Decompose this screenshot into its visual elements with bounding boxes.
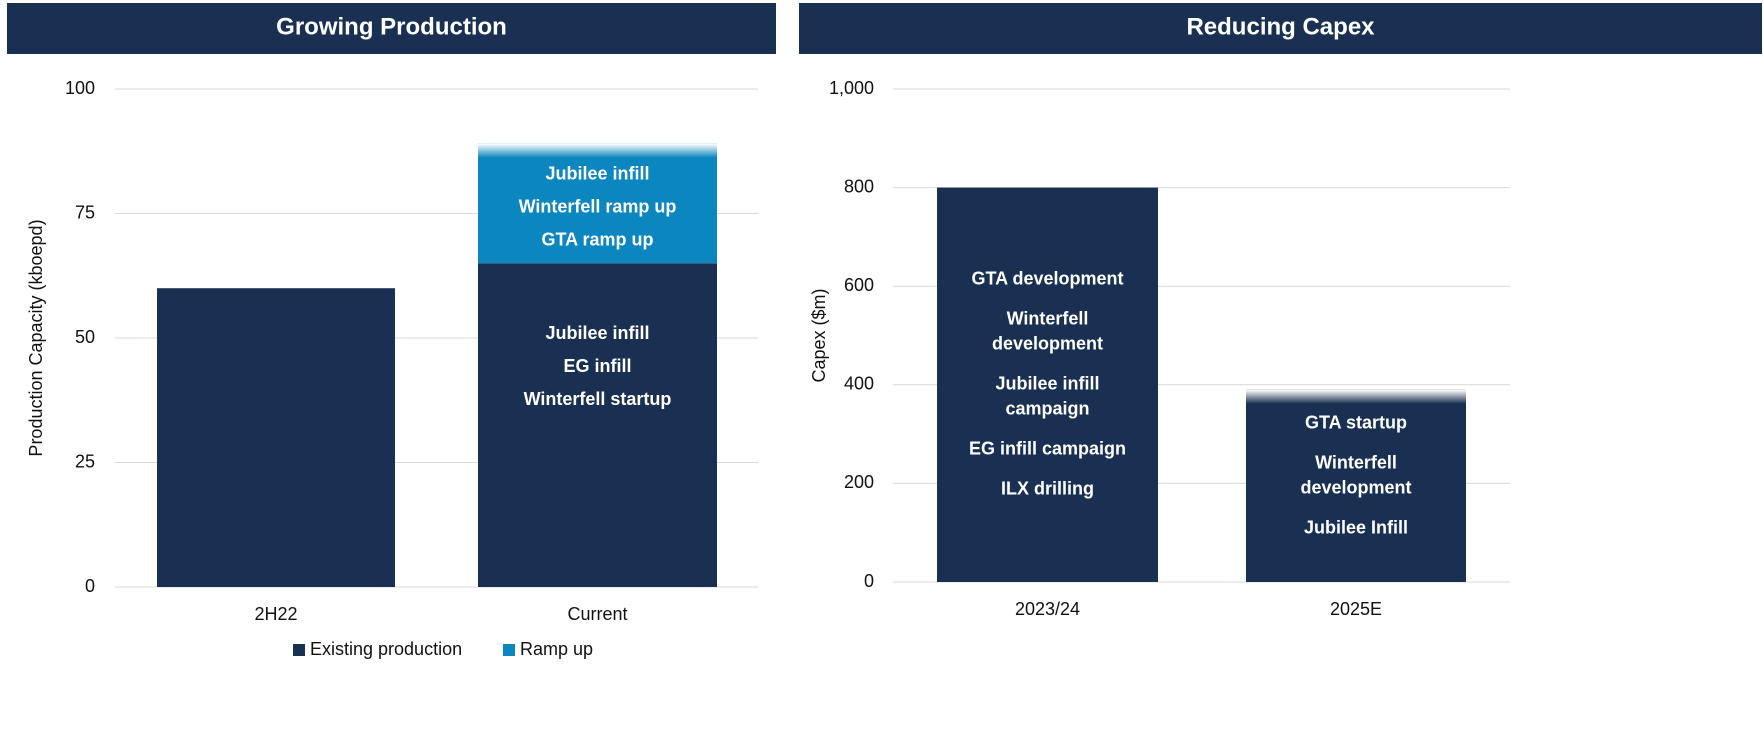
y-tick-label: 75 bbox=[75, 202, 95, 222]
bar-segment bbox=[478, 143, 717, 264]
legend-swatch bbox=[293, 644, 305, 656]
bar-annotation: Jubilee infill bbox=[545, 323, 649, 343]
bar-annotation: GTA startup bbox=[1305, 412, 1407, 432]
bar-annotation: Winterfell ramp up bbox=[519, 197, 677, 217]
bar-annotation: GTA development bbox=[971, 268, 1123, 288]
chart-title: Growing Production bbox=[276, 13, 507, 40]
bar-annotation: EG infill campaign bbox=[969, 438, 1126, 458]
bar-annotation: Jubilee Infill bbox=[1304, 517, 1408, 537]
y-tick-label: 50 bbox=[75, 327, 95, 347]
bar-fade bbox=[478, 143, 717, 158]
bar-annotation: GTA ramp up bbox=[542, 230, 654, 250]
header-bar bbox=[799, 3, 1762, 54]
y-tick-label: 200 bbox=[844, 472, 874, 492]
bar-annotation: development bbox=[1300, 477, 1411, 497]
y-axis-label: Capex ($m) bbox=[809, 288, 829, 382]
bar-annotation: campaign bbox=[1005, 398, 1089, 418]
y-tick-label: 800 bbox=[844, 176, 874, 196]
y-tick-label: 100 bbox=[65, 78, 95, 98]
bar-segment bbox=[478, 263, 717, 587]
header-bar bbox=[7, 3, 776, 54]
x-tick-label: 2025E bbox=[1330, 599, 1382, 619]
x-tick-label: 2H22 bbox=[254, 604, 297, 624]
y-tick-label: 0 bbox=[85, 576, 95, 596]
bar-annotation: Winterfell startup bbox=[524, 389, 672, 409]
chart-title: Reducing Capex bbox=[1186, 13, 1375, 40]
bar-annotation: Jubilee infill bbox=[545, 164, 649, 184]
bar-segment bbox=[1246, 389, 1466, 582]
bar-segment bbox=[937, 187, 1158, 582]
y-tick-label: 400 bbox=[844, 374, 874, 394]
x-tick-label: Current bbox=[567, 604, 627, 624]
bar-annotation: ILX drilling bbox=[1001, 478, 1094, 498]
legend-label: Existing production bbox=[310, 639, 462, 659]
legend-label: Ramp up bbox=[520, 639, 593, 659]
bar-annotation: development bbox=[992, 333, 1103, 353]
y-tick-label: 1,000 bbox=[829, 78, 874, 98]
bar-annotation: Winterfell bbox=[1315, 452, 1397, 472]
bar-annotation: Jubilee infill bbox=[995, 373, 1099, 393]
y-axis-label: Production Capacity (kboepd) bbox=[26, 219, 46, 456]
y-tick-label: 25 bbox=[75, 451, 95, 471]
bar-annotation: Winterfell bbox=[1007, 308, 1089, 328]
y-tick-label: 0 bbox=[864, 571, 874, 591]
bar-segment bbox=[157, 288, 395, 587]
bar-annotation: EG infill bbox=[563, 356, 631, 376]
y-tick-label: 600 bbox=[844, 275, 874, 295]
x-tick-label: 2023/24 bbox=[1015, 599, 1080, 619]
bar-fade bbox=[1246, 389, 1466, 404]
legend-swatch bbox=[503, 644, 515, 656]
